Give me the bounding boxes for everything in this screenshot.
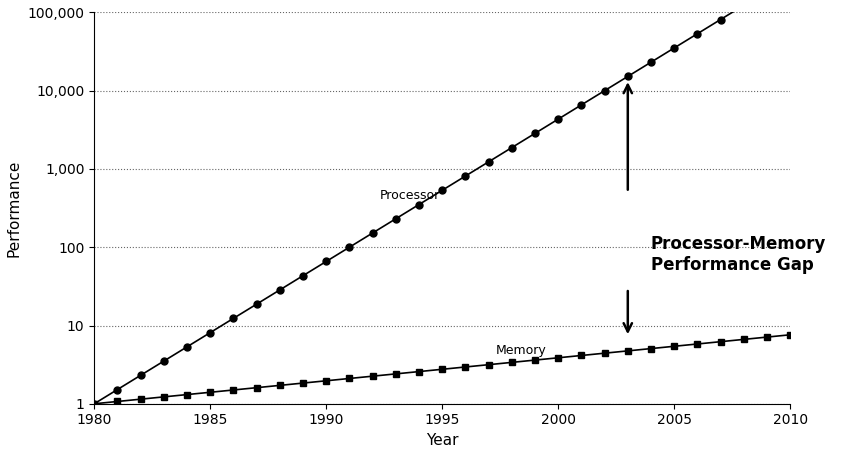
Y-axis label: Performance: Performance [7, 159, 22, 257]
X-axis label: Year: Year [426, 433, 458, 448]
Text: Memory: Memory [496, 344, 546, 357]
Text: Processor-Memory
Performance Gap: Processor-Memory Performance Gap [651, 235, 826, 274]
Text: Processor: Processor [380, 189, 440, 202]
